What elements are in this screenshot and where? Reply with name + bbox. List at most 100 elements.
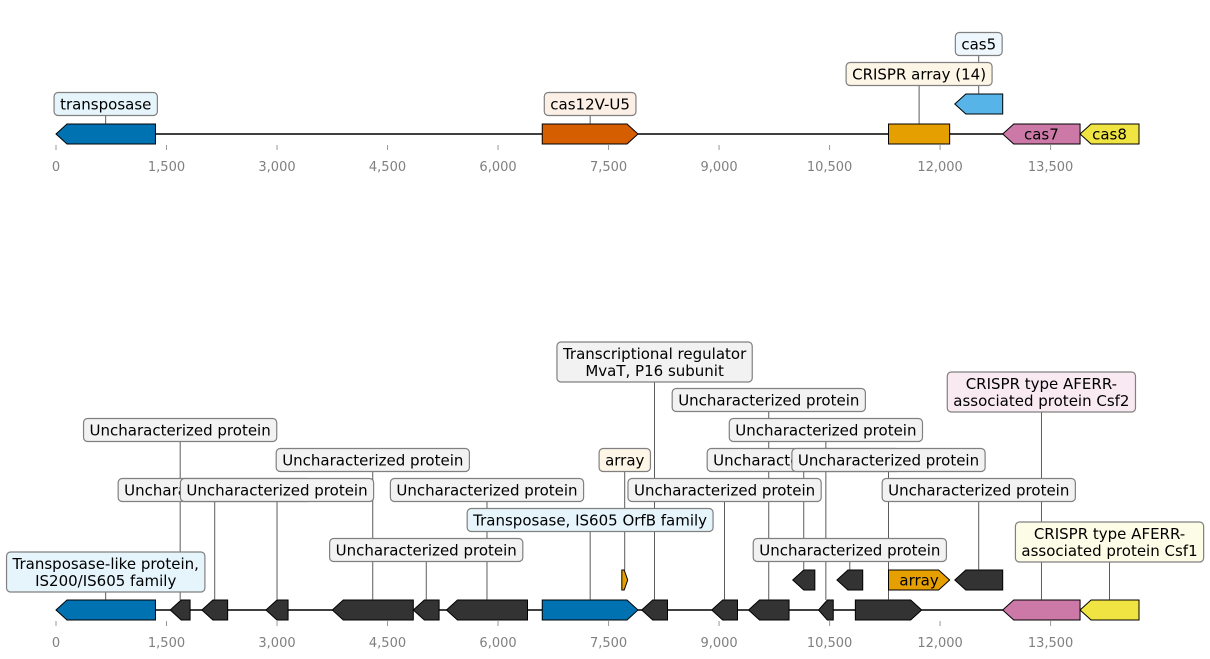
gene-label: CRISPR type AFERR-associated protein Csf… — [946, 371, 1137, 413]
gene-label-box — [1014, 521, 1205, 563]
gene-arrow — [541, 599, 639, 621]
gene-arrow — [621, 569, 629, 591]
gene-arrow — [445, 599, 529, 621]
gene-label-box — [556, 341, 753, 383]
axis-tick-label: 7,500 — [590, 160, 627, 175]
gene-arrow — [169, 599, 191, 621]
gene-label-text: Uncharacterized protein — [634, 482, 815, 500]
gene-label-text: Uncharacterized protein — [735, 422, 916, 440]
gene-label-text: IS200/IS605 family — [35, 572, 176, 590]
gene-arrow — [55, 599, 156, 621]
gene-label-text: transposase — [60, 96, 151, 114]
gene-arrow — [640, 599, 668, 621]
gene-label: cas12V-U5 — [543, 91, 637, 117]
gene-arrow — [854, 599, 923, 621]
gene-label-box — [53, 91, 158, 117]
gene-label-text: Transposase, IS605 OrfB family — [472, 512, 707, 530]
track-bottom: 0 1,500 3,000 4,500 6,000 7,500 9,000 10,500 12,… — [5, 341, 1205, 651]
gene-label-text: Uncharacterized protein — [678, 392, 859, 410]
axis-tick-label: 7,500 — [590, 636, 627, 651]
gene-label-box — [82, 417, 278, 443]
axis-tick-label: 13,500 — [1028, 636, 1074, 651]
gene-label: Uncharacterized protein — [389, 477, 585, 503]
gene-label: cas5 — [954, 31, 1003, 57]
axis-tick-label: 10,500 — [807, 160, 853, 175]
gene-label-box — [845, 61, 993, 87]
gene-label: CRISPR array (14) — [845, 61, 993, 87]
gene-label: CRISPR type AFERR-associated protein Csf… — [1014, 521, 1205, 563]
gene-label: Uncharacterized protein — [275, 447, 470, 473]
axis-tick-label: 6,000 — [479, 160, 516, 175]
gene-label: transposase — [53, 91, 158, 117]
gene-label-box — [671, 387, 866, 413]
gene-label-box — [179, 477, 375, 503]
axis-tick-label: 6,000 — [479, 636, 516, 651]
gene-arrow — [541, 123, 639, 145]
axis-tick-label: 1,500 — [148, 160, 185, 175]
gene-inline-label: array — [899, 572, 938, 590]
gene-label-text: associated protein Csf1 — [1021, 542, 1197, 560]
gene-label: Uncharacterized protein — [329, 537, 524, 563]
label-layer: transposase cas12V-U5 CRISPR array (14) cas… — [53, 31, 1003, 117]
gene-label-box — [5, 551, 206, 593]
axis-tick-label: 4,500 — [369, 160, 406, 175]
gene-arrow — [1079, 599, 1140, 621]
gene-label-text: Uncharacterized protein — [90, 422, 271, 440]
axis-tick-label: 3,000 — [258, 636, 295, 651]
gene-label-text: array — [605, 452, 644, 470]
gene-label-text: MvaT, P16 subunit — [585, 362, 724, 380]
gene-cas7 — [1001, 123, 1081, 145]
gene-label-text: Uncharacterized protein — [888, 482, 1069, 500]
gene-label: Uncharacterized protein — [627, 477, 822, 503]
gene-label: Uncharacterized protein — [179, 477, 375, 503]
axis-tick-label: 10,500 — [807, 636, 853, 651]
gene-label-text: Uncharacterized protein — [282, 452, 463, 470]
gene-label-box — [598, 447, 652, 473]
gene-label: Transposase-like protein,IS200/IS605 fam… — [5, 551, 206, 593]
gene-label-box — [329, 537, 524, 563]
axis-tick-label: 0 — [52, 636, 60, 651]
gene-label-text: cas5 — [961, 36, 996, 54]
gene-label: Transposase, IS605 OrfB family — [466, 507, 714, 533]
gene-label-text: Transposase-like protein, — [12, 555, 199, 573]
axis-tick-label: 3,000 — [258, 160, 295, 175]
gene-inline-label: cas7 — [1024, 126, 1059, 144]
gene-arrow — [817, 599, 834, 621]
gene-arrow — [412, 599, 440, 621]
gene-label-text: CRISPR type AFERR- — [1034, 525, 1185, 543]
gene-arrow — [710, 599, 738, 621]
track-top: 0 1,500 3,000 4,500 6,000 7,500 9,000 10,500 12,… — [52, 31, 1140, 175]
gene-label-text: Uncharacterized protein — [186, 482, 367, 500]
gene-label-box — [543, 91, 637, 117]
axis-tick-label: 1,500 — [148, 636, 185, 651]
axis-tick-label: 12,000 — [917, 636, 963, 651]
gene-cas8 — [1079, 123, 1140, 145]
gene-arrow — [791, 569, 816, 591]
gene-arrow — [954, 569, 1004, 591]
gene-label-text: Transcriptional regulator — [562, 345, 747, 363]
gene-label: Uncharacterized protein — [791, 447, 986, 473]
gene-array — [888, 569, 951, 591]
axis-tick-label: 13,500 — [1028, 160, 1074, 175]
gene-label-box — [728, 417, 924, 443]
axis-tick-label: 9,000 — [700, 636, 737, 651]
gene-label-text: cas12V-U5 — [550, 96, 630, 114]
gene-label: Uncharacterized protein — [728, 417, 924, 443]
gene-label-text: Uncharacterized protein — [336, 542, 517, 560]
gene-label-text: Uncharacterized protein — [759, 542, 940, 560]
gene-label-box — [389, 477, 585, 503]
gene-label-box — [627, 477, 822, 503]
gene-label: array — [598, 447, 652, 473]
gene-arrow — [888, 123, 951, 145]
gene-arrow — [954, 93, 1004, 115]
label-layer: Transposase-like protein,IS200/IS605 fam… — [5, 341, 1205, 593]
axis-tick-label: 4,500 — [369, 636, 406, 651]
axis-tick-label: 9,000 — [700, 160, 737, 175]
gene-label-box — [466, 507, 714, 533]
gene-label-box — [954, 31, 1003, 57]
axis-tick-label: 12,000 — [917, 160, 963, 175]
gene-label-text: Uncharacterized protein — [798, 452, 979, 470]
gene-arrow — [1001, 599, 1081, 621]
